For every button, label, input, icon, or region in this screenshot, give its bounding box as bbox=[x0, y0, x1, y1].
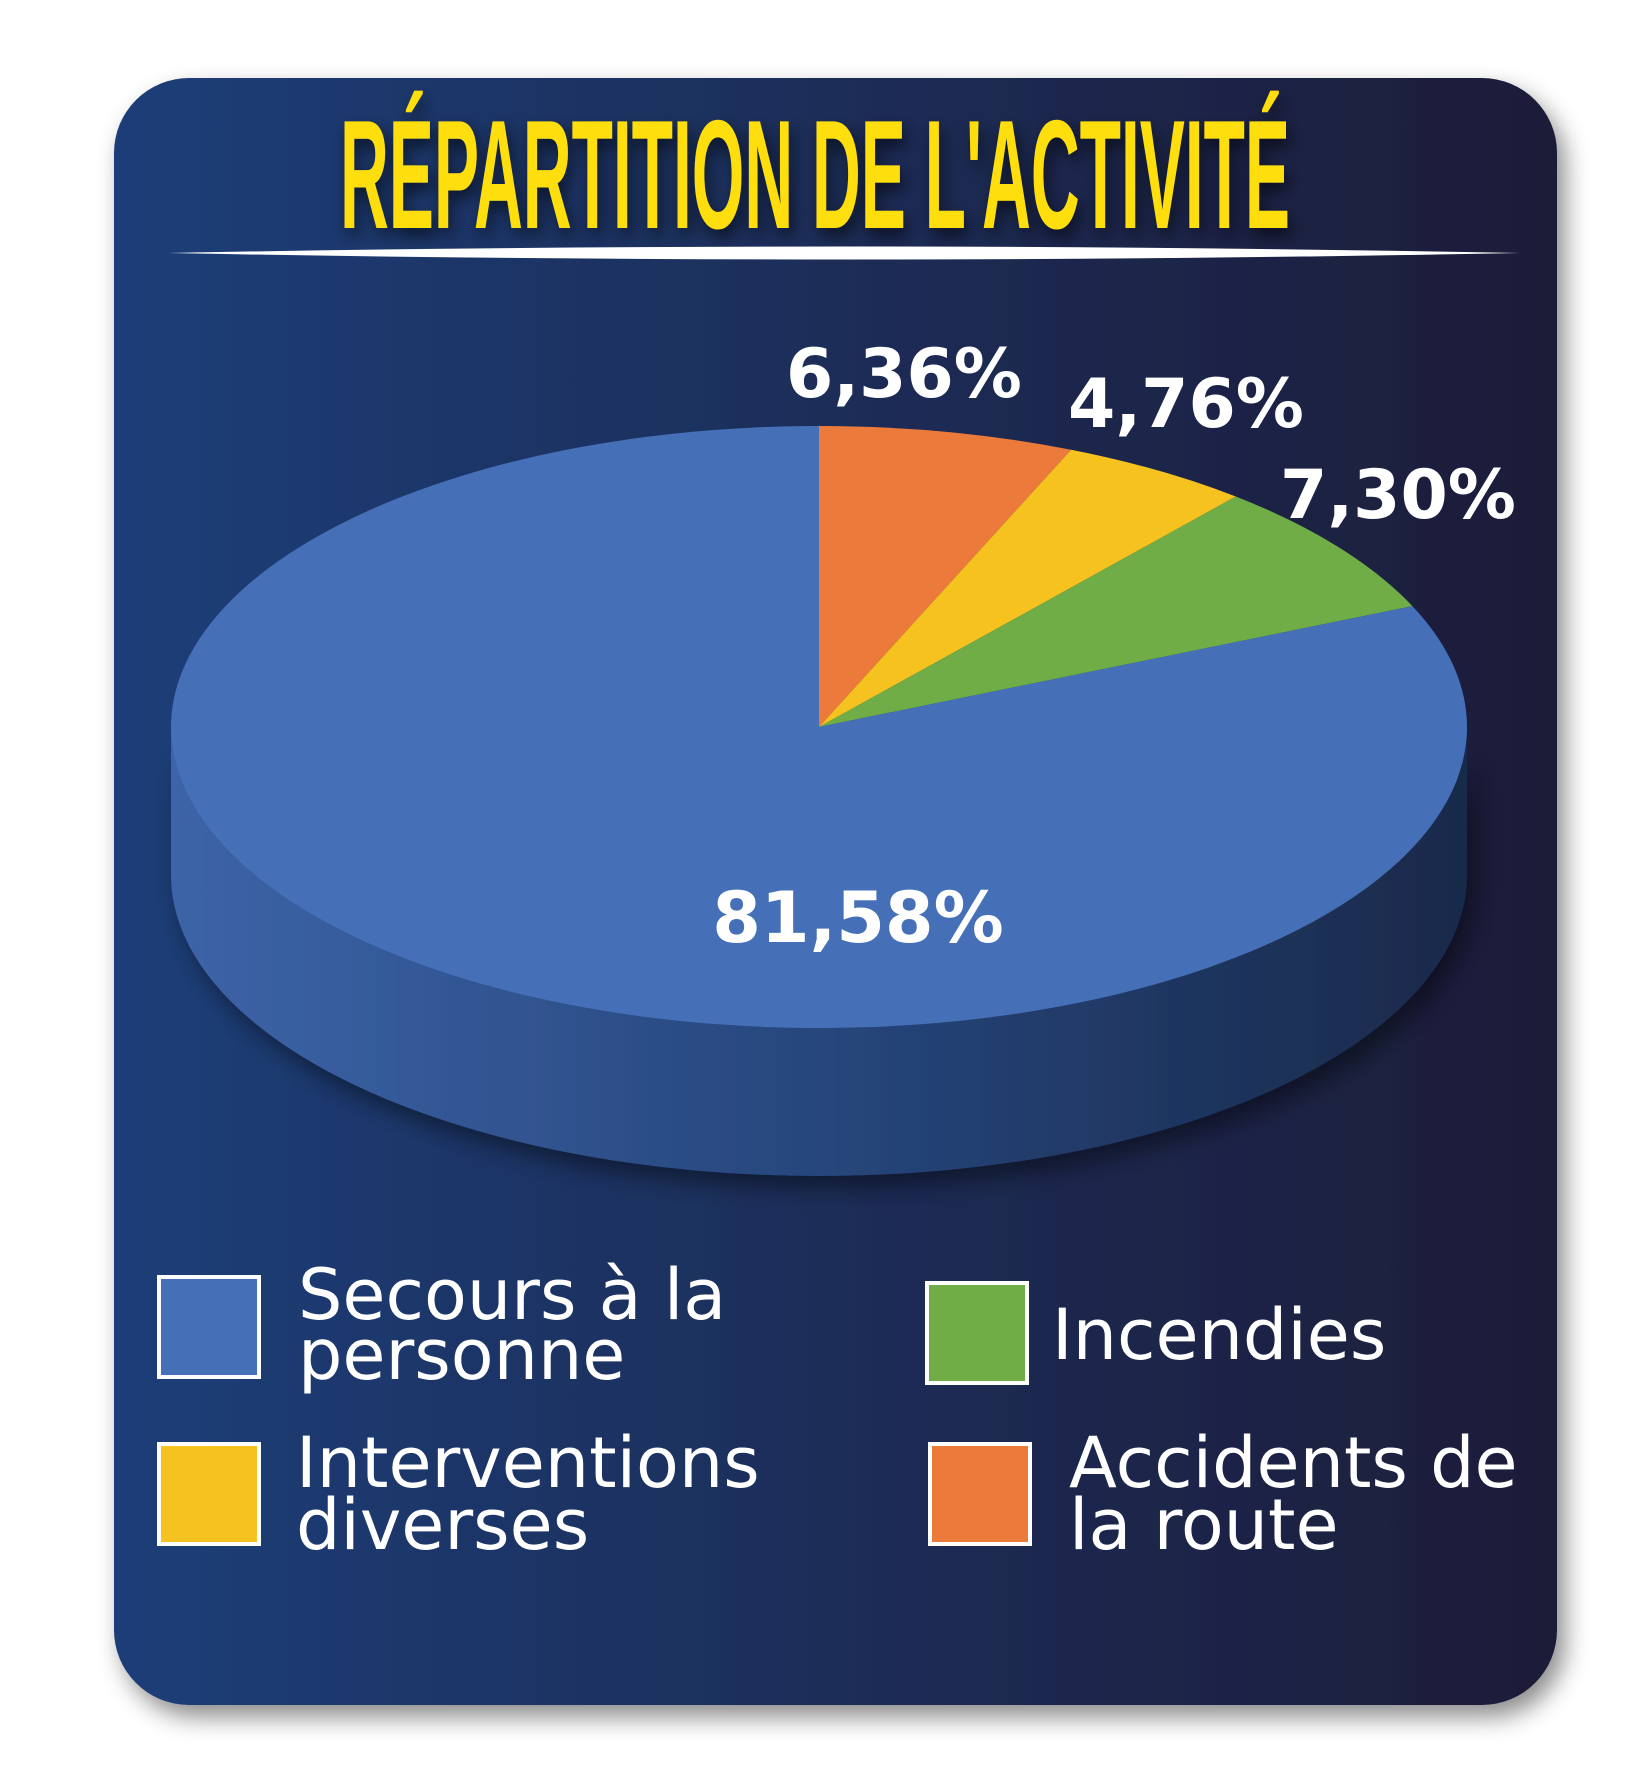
legend-swatch-interventions bbox=[157, 1442, 261, 1546]
pie-slice-interventions-diverses bbox=[819, 449, 1236, 727]
title-underline bbox=[168, 246, 1520, 260]
legend-swatch-accidents bbox=[928, 1442, 1032, 1546]
data-label-secours: 81,58% bbox=[712, 877, 1004, 959]
pie-side bbox=[171, 727, 1467, 1176]
legend-label-accidents-2: la route bbox=[1069, 1484, 1339, 1566]
data-labels: 6,36% 4,76% 7,30% 81,58% bbox=[712, 335, 1516, 959]
legend-label-interventions: Interventions bbox=[296, 1422, 760, 1504]
legend-label-incendies: Incendies bbox=[1052, 1294, 1386, 1376]
legend-label-secours-2: personne bbox=[298, 1314, 625, 1396]
legend-swatch-incendies bbox=[925, 1281, 1029, 1385]
legend-label-secours: Secours à la bbox=[298, 1254, 726, 1336]
pie-slice-secours-la-personne bbox=[171, 426, 1468, 1028]
pie bbox=[171, 426, 1468, 1176]
data-label-incendies: 7,30% bbox=[1280, 456, 1516, 535]
legend-item-secours: Secours à la personne bbox=[157, 1254, 726, 1396]
legend-item-incendies: Incendies bbox=[925, 1281, 1386, 1385]
legend-label-accidents: Accidents de bbox=[1069, 1422, 1518, 1504]
legend-swatch-secours bbox=[157, 1275, 261, 1379]
legend-item-interventions: Interventions diverses bbox=[157, 1422, 760, 1566]
legend-label-interventions-2: diverses bbox=[296, 1484, 589, 1566]
chart-title: Répartition de l'activité bbox=[340, 88, 1290, 261]
data-label-interventions: 4,76% bbox=[1068, 365, 1304, 444]
pie-slice-accidents-de-la-route bbox=[819, 426, 1072, 727]
legend-item-accidents: Accidents de la route bbox=[928, 1422, 1518, 1566]
data-label-accidents: 6,36% bbox=[786, 335, 1022, 414]
legend: Secours à la personne Incendies Interven… bbox=[157, 1254, 1518, 1566]
pie-slice-incendies bbox=[819, 496, 1413, 727]
